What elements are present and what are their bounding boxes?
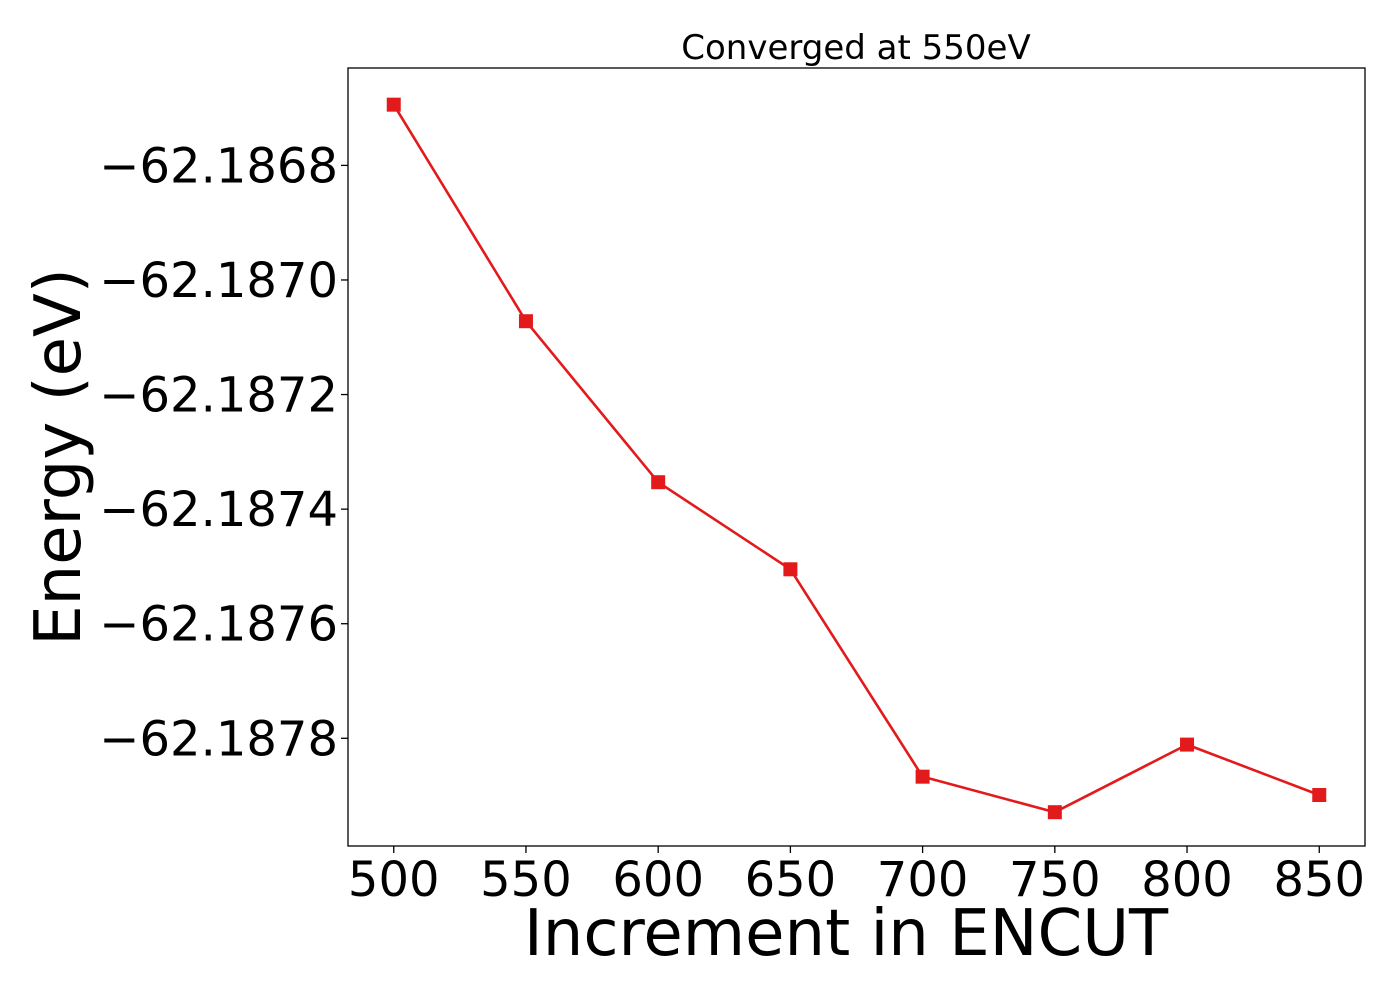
y-tick-label: −62.1878	[99, 711, 338, 767]
plot-frame	[347, 67, 1366, 847]
x-tick-label: 500	[348, 852, 440, 908]
y-tick-label: −62.1868	[99, 138, 338, 194]
chart-title: Converged at 550eV	[681, 28, 1030, 68]
x-axis-label: Increment in ENCUT	[524, 897, 1169, 971]
data-point-marker	[915, 769, 930, 784]
data-point-marker	[518, 314, 533, 329]
data-point-marker	[783, 562, 798, 577]
y-tick-label: −62.1872	[99, 368, 338, 424]
x-tick-label: 600	[612, 852, 704, 908]
x-axis-ticks: 500 550 600 650 700 750 800 850	[348, 846, 1365, 908]
x-tick-label: 800	[1141, 852, 1233, 908]
y-axis-label: Energy (eV)	[22, 268, 96, 646]
y-axis-ticks: −62.1868 −62.1870 −62.1872 −62.1874 −62.1876…	[99, 138, 348, 767]
data-point-marker	[386, 97, 401, 112]
series-group	[386, 97, 1327, 820]
data-point-marker	[651, 475, 666, 490]
x-tick-label: 550	[480, 852, 572, 908]
data-point-marker	[1047, 805, 1062, 820]
x-tick-label: 650	[745, 852, 837, 908]
y-tick-label: −62.1874	[99, 482, 338, 538]
y-tick-label: −62.1870	[99, 253, 338, 309]
x-tick-label: 850	[1273, 852, 1365, 908]
data-point-marker	[1312, 788, 1327, 803]
x-tick-label: 750	[1009, 852, 1101, 908]
x-tick-label: 700	[877, 852, 969, 908]
plot-area	[348, 68, 1365, 846]
energy-series-line	[392, 103, 1320, 814]
y-tick-label: −62.1876	[99, 597, 338, 653]
data-point-marker	[1180, 737, 1195, 752]
